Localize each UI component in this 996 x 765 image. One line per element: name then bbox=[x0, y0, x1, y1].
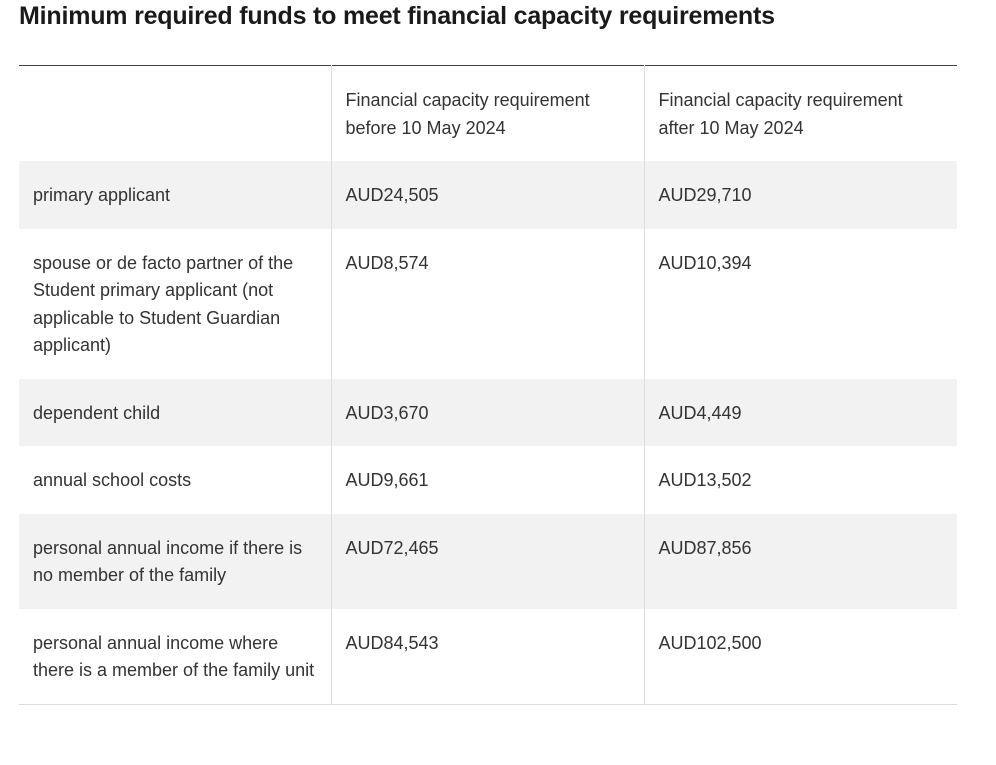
table-row: annual school costs AUD9,661 AUD13,502 bbox=[19, 446, 957, 514]
table-row: spouse or de facto partner of the Studen… bbox=[19, 228, 957, 379]
row-label: personal annual income where there is a … bbox=[33, 632, 315, 681]
row-label: dependent child bbox=[33, 402, 161, 423]
row-label: personal annual income if there is no me… bbox=[33, 537, 303, 586]
table-row: dependent child AUD3,670 AUD4,449 bbox=[19, 378, 957, 446]
table-header: Financial capacity requirement before 10… bbox=[19, 65, 957, 162]
header-cell bbox=[19, 66, 331, 162]
amount-cell: AUD72,465 bbox=[330, 513, 644, 609]
funds-table: Financial capacity requirement before 10… bbox=[19, 65, 957, 705]
amount-cell: AUD9,661 bbox=[330, 446, 644, 514]
table-row: personal annual income if there is no me… bbox=[19, 513, 957, 609]
header-cell: Financial capacity requirement before 10… bbox=[330, 65, 644, 161]
amount-cell: AUD24,505 bbox=[330, 161, 644, 229]
row-label: spouse or de facto partner of the Studen… bbox=[33, 252, 294, 356]
amount-cell: AUD4,449 bbox=[643, 378, 957, 446]
amount-cell: AUD102,500 bbox=[643, 608, 957, 704]
table-body: primary applicant AUD24,505 AUD29,710 spous… bbox=[19, 161, 957, 704]
amount-cell: AUD84,543 bbox=[330, 608, 644, 704]
row-label: primary applicant bbox=[33, 185, 171, 205]
amount-cell: AUD8,574 bbox=[330, 228, 644, 379]
page-title: Minimum required funds to meet financial… bbox=[19, 2, 775, 30]
header-cell: Financial capacity requirement after 10 … bbox=[643, 65, 957, 161]
table-row: primary applicant AUD24,505 AUD29,710 bbox=[19, 161, 957, 229]
amount-cell: AUD87,856 bbox=[643, 513, 957, 609]
amount-cell: AUD3,670 bbox=[330, 378, 644, 446]
amount-cell: AUD29,710 bbox=[643, 161, 957, 229]
amount-cell: AUD13,502 bbox=[643, 446, 957, 514]
table-row: personal annual income where there is a … bbox=[19, 608, 957, 704]
amount-cell: AUD10,394 bbox=[643, 228, 957, 379]
header-row: Financial capacity requirement before 10… bbox=[19, 65, 957, 162]
row-label: annual school costs bbox=[33, 470, 192, 490]
